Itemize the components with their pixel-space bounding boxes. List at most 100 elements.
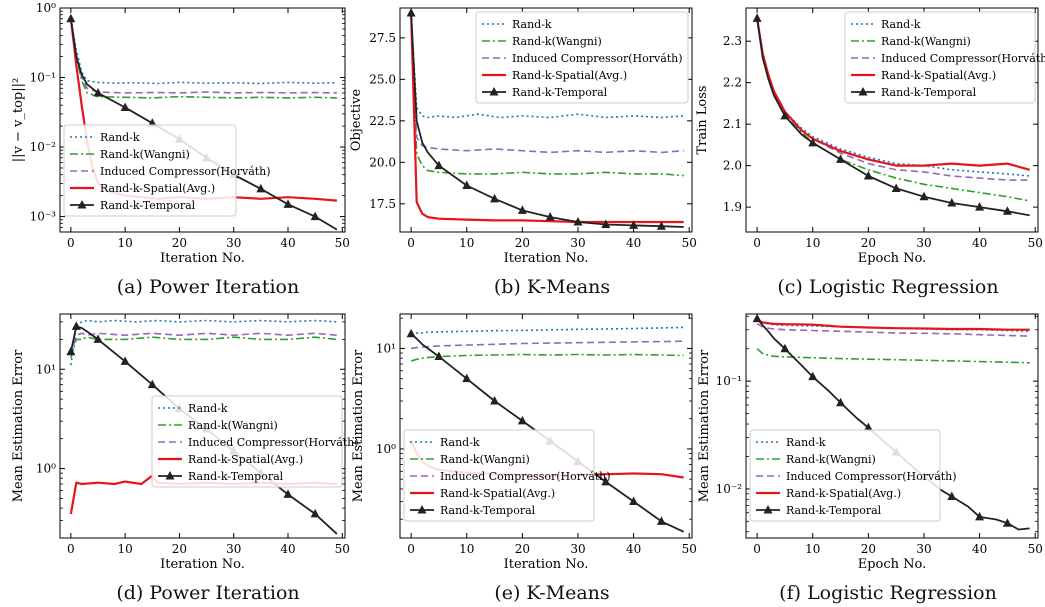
series-line-0 [70, 18, 337, 85]
legend-label: Induced Compressor(Horváth) [440, 470, 611, 483]
caption-a: (a) Power Iteration [116, 276, 300, 298]
series-marker [434, 160, 444, 170]
x-tick-label: 10 [118, 542, 133, 556]
y-tick-label: 10⁻¹ [716, 374, 742, 388]
y-tick-label: 2.0 [723, 159, 742, 173]
plot-area [406, 8, 684, 230]
y-tick-label: 10¹ [36, 362, 56, 376]
legend-label: Rand-k [512, 18, 552, 31]
series-marker [517, 415, 527, 425]
x-tick-label: 30 [916, 236, 931, 250]
legend-label: Rand-k [440, 436, 480, 449]
series-marker [863, 171, 873, 180]
legend-label: Rand-k-Spatial(Avg.) [786, 487, 901, 500]
legend-label: Rand-k [100, 131, 140, 144]
legend-label: Rand-k-Temporal [786, 504, 882, 517]
series-marker [656, 516, 666, 525]
series-marker [283, 199, 293, 208]
x-axis-label: Iteration No. [160, 557, 245, 572]
x-tick-label: 30 [916, 542, 931, 556]
y-tick-label: 10⁻¹ [30, 71, 56, 85]
axes-frame [399, 313, 693, 539]
legend-marker [77, 200, 87, 209]
x-tick-label: 50 [335, 236, 350, 250]
series-marker [601, 219, 611, 229]
y-tick-label: 10¹ [376, 341, 396, 355]
x-tick-label: 20 [172, 542, 187, 556]
legend-label: Rand-k-Temporal [440, 504, 536, 517]
series-marker [601, 476, 611, 486]
x-tick-label: 30 [226, 236, 241, 250]
legend-label: Rand-k(Wangni) [188, 419, 278, 432]
x-tick-label: 0 [753, 236, 761, 250]
series-marker [93, 334, 103, 343]
x-tick-label: 40 [972, 542, 987, 556]
y-axis-label: Train Loss [695, 85, 710, 154]
series-marker [71, 321, 81, 330]
x-axis-label: Iteration No. [504, 557, 589, 572]
legend-label: Rand-k-Spatial(Avg.) [188, 453, 303, 466]
legend-label: Rand-k-Spatial(Avg.) [512, 69, 627, 82]
legend-label: Rand-k-Temporal [188, 470, 284, 483]
caption-c: (c) Logistic Regression [777, 276, 999, 298]
series-marker [975, 511, 985, 521]
legend-label: Rand-k [786, 436, 826, 449]
legend: Rand-k Rand-k(Wangni) Induced Compressor(H… [63, 124, 271, 217]
series-marker [462, 180, 472, 190]
x-tick-label: 50 [335, 542, 350, 556]
legend-box [403, 429, 595, 522]
legend: Rand-k Rand-k(Wangni) Induced Compressor(H… [151, 395, 359, 488]
legend-box [151, 395, 343, 488]
y-tick-label: 10⁰ [36, 1, 56, 15]
x-tick-label: 30 [570, 542, 585, 556]
series-line-2 [70, 18, 337, 94]
series-line-1 [756, 348, 1030, 364]
series-marker [629, 220, 639, 229]
series-line-0 [756, 18, 1030, 177]
series-marker [808, 371, 818, 381]
series-marker [490, 193, 500, 203]
legend-box [63, 124, 237, 217]
series-marker [573, 217, 583, 226]
legend-label: Rand-k-Temporal [881, 86, 977, 99]
series-marker [947, 491, 957, 500]
series-marker [66, 346, 76, 356]
series-marker [891, 183, 901, 192]
series-marker [1002, 518, 1012, 527]
series-marker [752, 13, 762, 22]
series-marker [975, 202, 985, 211]
series-marker [517, 205, 527, 214]
series-line-4 [410, 12, 684, 228]
x-tick-label: 10 [118, 236, 133, 250]
legend-marker [165, 471, 175, 480]
y-tick-label: 1.9 [723, 200, 742, 214]
x-tick-label: 40 [626, 236, 641, 250]
legend-label: Induced Compressor(Horváth) [100, 165, 271, 178]
legend-label: Rand-k-Spatial(Avg.) [440, 487, 555, 500]
y-tick-label: 10⁰ [36, 462, 56, 476]
chart-panel-1: 0 10 20 30 40 50 17.5 20.0 22.5 25.0 27.5 Iteration… [349, 7, 697, 266]
x-tick-label: 40 [626, 542, 641, 556]
series-marker [120, 356, 130, 365]
y-tick-label: 10⁰ [376, 442, 396, 456]
legend-label: Rand-k-Temporal [512, 86, 608, 99]
y-axis-label: Objective [349, 88, 364, 151]
series-marker [66, 13, 76, 23]
series-line-2 [410, 340, 684, 350]
chart-panel-2: 0 10 20 30 40 50 1.9 2.0 2.1 2.2 2.3 Epoch No. Train… [695, 7, 1045, 266]
chart-panel-4: 0 10 20 30 40 50 10⁰ 10¹ Iteration No. Mean Estim… [351, 313, 697, 572]
series-line-1 [70, 336, 337, 359]
series-marker [780, 343, 790, 353]
caption-b: (b) K-Means [493, 276, 611, 298]
series-marker [629, 496, 639, 505]
y-tick-label: 2.1 [723, 117, 742, 131]
x-tick-label: 10 [459, 236, 474, 250]
x-tick-label: 0 [407, 236, 415, 250]
series-marker [120, 102, 130, 112]
series-line-3 [410, 12, 684, 224]
series-marker [147, 379, 157, 389]
y-tick-label: 20.0 [369, 155, 396, 169]
legend-marker [489, 87, 499, 96]
series-marker [836, 397, 846, 407]
series-line-2 [756, 18, 1030, 181]
